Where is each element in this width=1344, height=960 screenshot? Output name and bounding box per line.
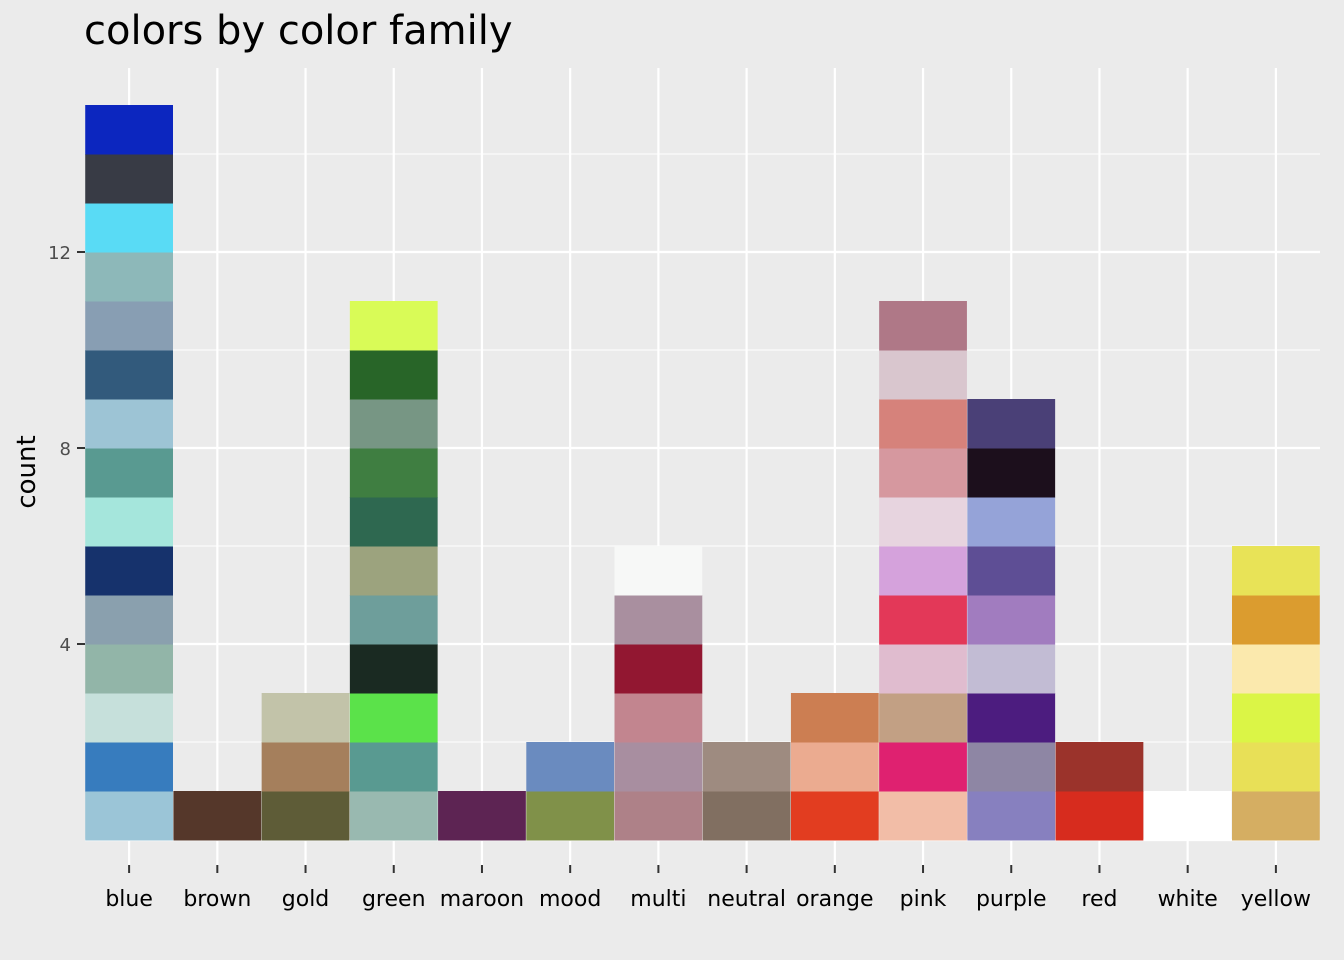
x-tick-label: white <box>1158 887 1218 912</box>
bar-segment-red <box>1055 742 1144 792</box>
bar-segment-white <box>1143 791 1232 841</box>
bar-segment-blue <box>85 350 173 400</box>
bar-segment-green <box>349 350 438 400</box>
bar-segment-pink <box>879 742 967 792</box>
bar-segment-purple <box>967 595 1056 645</box>
bar-segment-pink <box>879 644 967 694</box>
bar-segment-orange <box>790 791 879 841</box>
bar-segment-blue <box>85 644 173 694</box>
bar-segment-red <box>1055 791 1144 841</box>
x-tick-label: green <box>362 887 426 912</box>
bar-segment-blue <box>85 497 173 547</box>
bar-segment-multi <box>614 546 703 596</box>
bar-segment-purple <box>967 546 1056 596</box>
x-tick-label: orange <box>796 887 873 912</box>
bar-segment-pink <box>879 350 967 400</box>
bar-segment-purple <box>967 448 1056 498</box>
bar-segment-green <box>349 693 438 743</box>
bar-segment-multi <box>614 595 703 645</box>
bar-segment-blue <box>85 203 173 253</box>
bar-segment-pink <box>879 497 967 547</box>
x-tick-label: multi <box>630 887 686 912</box>
bar-segment-yellow <box>1232 742 1320 792</box>
bar-segment-pink <box>879 399 967 449</box>
bar-segment-gold <box>261 693 350 743</box>
bar-segment-blue <box>85 448 173 498</box>
bar-segment-yellow <box>1232 644 1320 694</box>
x-tick-label: mood <box>539 887 601 912</box>
bar-segment-purple <box>967 399 1056 449</box>
bar-segment-mood <box>526 742 615 792</box>
x-tick-label: maroon <box>440 887 524 912</box>
bar-segment-blue <box>85 693 173 743</box>
bar-segment-purple <box>967 742 1056 792</box>
bar-segment-blue <box>85 154 173 204</box>
bar-segment-blue <box>85 742 173 792</box>
bar-segment-green <box>349 595 438 645</box>
bar-segment-purple <box>967 693 1056 743</box>
bar-segment-blue <box>85 791 173 841</box>
bar-segment-blue <box>85 546 173 596</box>
bar-segment-yellow <box>1232 595 1320 645</box>
bar-segment-pink <box>879 546 967 596</box>
bar-segment-orange <box>790 742 879 792</box>
bar-segment-blue <box>85 105 173 155</box>
bar-segment-pink <box>879 301 967 351</box>
x-tick-label: purple <box>976 887 1047 912</box>
bar-segment-pink <box>879 448 967 498</box>
bar-segment-pink <box>879 791 967 841</box>
bar-segment-green <box>349 791 438 841</box>
bar-segment-multi <box>614 791 703 841</box>
bar-segment-purple <box>967 497 1056 547</box>
bar-segment-purple <box>967 791 1056 841</box>
bar-segment-maroon <box>438 791 526 841</box>
bar-segment-green <box>349 742 438 792</box>
x-tick-label: neutral <box>707 887 786 912</box>
bar-segment-green <box>349 448 438 498</box>
bar-segment-green <box>349 301 438 351</box>
bar-segment-purple <box>967 644 1056 694</box>
bar-segment-orange <box>790 693 879 743</box>
x-tick-label: yellow <box>1241 887 1311 912</box>
x-tick-label: pink <box>900 887 947 912</box>
bar-segment-green <box>349 399 438 449</box>
y-tick-label: 4 <box>60 635 71 656</box>
bar-segment-neutral <box>702 742 791 792</box>
bar-segment-green <box>349 546 438 596</box>
x-tick-label: brown <box>183 887 251 912</box>
chart-title: colors by color family <box>84 8 513 54</box>
bar-segment-multi <box>614 742 703 792</box>
bar-segment-yellow <box>1232 791 1320 841</box>
y-tick-label: 8 <box>60 439 71 460</box>
x-tick-label: blue <box>105 887 153 912</box>
bar-segment-mood <box>526 791 615 841</box>
bar-segment-blue <box>85 399 173 449</box>
bar-segment-brown <box>173 791 262 841</box>
x-tick-label: gold <box>282 887 330 912</box>
bar-segment-blue <box>85 301 173 351</box>
bar-segment-pink <box>879 595 967 645</box>
x-tick-label: red <box>1081 887 1117 912</box>
bar-segment-pink <box>879 693 967 743</box>
bar-segment-multi <box>614 693 703 743</box>
bar-segment-blue <box>85 595 173 645</box>
bar-segment-blue <box>85 252 173 302</box>
bar-segment-multi <box>614 644 703 694</box>
bar-segment-yellow <box>1232 693 1320 743</box>
bar-segment-gold <box>261 742 350 792</box>
y-tick-label: 12 <box>48 243 71 264</box>
bar-segment-gold <box>261 791 350 841</box>
bar-segment-green <box>349 644 438 694</box>
bar-segment-neutral <box>702 791 791 841</box>
bar-segment-yellow <box>1232 546 1320 596</box>
bar-segment-green <box>349 497 438 547</box>
